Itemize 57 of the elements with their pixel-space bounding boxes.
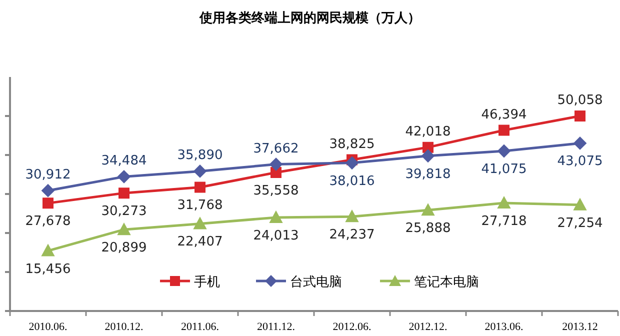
point <box>118 223 130 236</box>
data-label: 50,058 <box>557 93 603 108</box>
data-label: 22,407 <box>177 234 223 250</box>
x-tick-label: 2013.12 <box>562 321 598 333</box>
point <box>42 244 54 256</box>
data-label: 35,558 <box>253 183 299 198</box>
point <box>422 204 434 216</box>
point <box>194 217 206 230</box>
data-label: 30,912 <box>25 168 71 183</box>
data-label: 35,890 <box>177 148 223 164</box>
point <box>422 149 434 162</box>
point <box>270 158 282 171</box>
point <box>118 170 130 184</box>
point <box>574 198 586 210</box>
point <box>498 144 510 158</box>
point <box>42 184 54 198</box>
data-label: 27,254 <box>557 216 603 231</box>
data-label: 37,662 <box>253 141 299 156</box>
data-label: 46,394 <box>481 107 527 122</box>
point <box>194 182 206 193</box>
x-tick-label: 2013.06. <box>484 321 524 333</box>
data-label: 27,678 <box>25 214 71 230</box>
data-label: 39,818 <box>405 166 451 182</box>
point <box>42 198 54 209</box>
data-label: 15,456 <box>25 262 71 277</box>
x-tick-label: 2012.12. <box>408 321 448 333</box>
point <box>194 164 206 178</box>
point <box>574 136 586 150</box>
point <box>574 110 586 122</box>
data-label: 24,237 <box>329 228 375 243</box>
chart-title: 使用各类终端上网的网民规模（万人） <box>198 11 420 26</box>
data-label: 20,899 <box>101 240 147 256</box>
data-label: 31,768 <box>177 198 223 214</box>
data-label: 42,018 <box>405 124 451 140</box>
legend-label: 笔记本电脑 <box>414 275 479 290</box>
data-label: 34,484 <box>101 154 147 169</box>
x-tick-label: 2010.06. <box>28 321 68 333</box>
data-label: 38,825 <box>329 136 375 152</box>
point <box>270 210 282 223</box>
point <box>346 156 358 170</box>
point <box>118 188 130 199</box>
x-tick-label: 2011.06. <box>180 321 220 333</box>
point <box>498 124 510 136</box>
data-label: 38,016 <box>329 174 375 189</box>
legend-label: 台式电脑 <box>290 275 342 290</box>
x-tick-label: 2011.12. <box>256 321 296 333</box>
point <box>346 210 358 222</box>
legend-label: 手机 <box>194 275 220 290</box>
data-label: 41,075 <box>481 162 527 177</box>
x-tick-label: 2010.12. <box>104 321 144 333</box>
data-label: 25,888 <box>405 221 451 236</box>
data-label: 24,013 <box>253 228 299 244</box>
data-label: 27,718 <box>481 214 527 230</box>
x-tick-label: 2012.06. <box>332 321 372 333</box>
point <box>498 196 510 209</box>
data-label: 43,075 <box>557 154 603 170</box>
data-label: 30,273 <box>101 204 147 220</box>
